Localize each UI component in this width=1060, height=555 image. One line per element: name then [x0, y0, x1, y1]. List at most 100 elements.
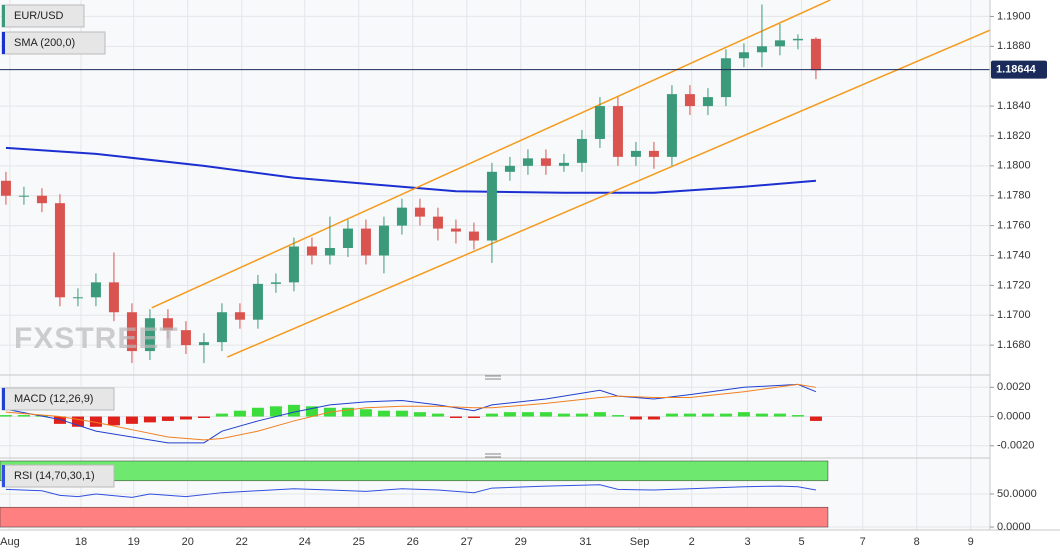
drag-handle[interactable]	[485, 375, 501, 380]
x-tick-label: 8	[914, 536, 920, 548]
candle-body	[198, 342, 209, 346]
y-tick-label: 1.1800	[997, 160, 1031, 172]
candle-body	[738, 52, 749, 59]
x-tick-label: 9	[968, 536, 974, 548]
macd-histogram-bar	[305, 406, 318, 417]
candle-body	[108, 282, 119, 313]
candle-body	[630, 150, 641, 157]
candle-body	[324, 248, 335, 256]
macd-histogram-bar	[701, 413, 714, 417]
y-tick-label: 1.1880	[997, 40, 1031, 52]
y-tick-label: 1.1780	[997, 190, 1031, 202]
sma-line	[5, 146, 817, 194]
candle-body	[540, 158, 551, 166]
watermark: FXSTREET	[14, 322, 179, 355]
candle-body	[594, 106, 605, 139]
x-tick-label: 18	[75, 536, 87, 548]
candle-body	[0, 180, 11, 196]
x-tick-label: 26	[407, 536, 419, 548]
macd-histogram-bar	[395, 410, 408, 417]
candle-body	[252, 283, 263, 320]
y-tick-label: 1.1740	[997, 249, 1031, 261]
legend-label: EUR/USD	[14, 10, 64, 22]
macd-histogram-bar	[215, 413, 228, 417]
macd-histogram-bar	[755, 413, 768, 417]
macd-histogram-bar	[575, 413, 588, 417]
y-tick-label: 1.1760	[997, 219, 1031, 231]
candle-body	[126, 312, 137, 352]
y-tick-label: 1.1840	[997, 100, 1031, 112]
candle-body	[180, 330, 191, 346]
macd-histogram-bar	[503, 412, 516, 417]
candle-body	[468, 231, 479, 241]
last-price-label: 1.18644	[996, 64, 1037, 76]
y-tick-label: 1.1720	[997, 279, 1031, 291]
macd-histogram-bar	[485, 413, 498, 417]
candle-body	[810, 38, 821, 71]
macd-histogram-bar	[791, 415, 804, 417]
candle-body	[270, 282, 281, 284]
candle-body	[36, 195, 47, 204]
macd-histogram-bar	[521, 412, 534, 417]
macd-histogram-bar	[161, 416, 174, 421]
candle-body	[720, 58, 731, 98]
macd-histogram-bar	[89, 416, 102, 427]
legend-box[interactable]: MACD (12,26,9)	[1, 387, 115, 411]
macd-histogram-bar	[557, 413, 570, 417]
macd-histogram-bar	[647, 416, 660, 420]
candle-body	[234, 312, 245, 320]
y-tick-label: 0.0000	[997, 521, 1031, 533]
y-tick-label: 1.1680	[997, 339, 1031, 351]
macd-histogram-bar	[269, 406, 282, 417]
x-tick-label: Sep	[630, 536, 650, 548]
legend-box[interactable]: SMA (200,0)	[1, 31, 106, 55]
x-tick-label: 20	[182, 536, 194, 548]
candle-body	[522, 158, 533, 166]
candle-body	[18, 195, 29, 197]
y-tick-label: 50.0000	[997, 488, 1037, 500]
candle-body	[54, 203, 65, 298]
legend-box[interactable]: RSI (14,70,30,1)	[1, 464, 115, 488]
macd-line	[5, 383, 817, 441]
plot-background	[0, 0, 990, 530]
x-tick-label: 27	[461, 536, 473, 548]
x-tick-label: 3	[744, 536, 750, 548]
macd-histogram-bar	[809, 416, 822, 421]
macd-histogram-bar	[287, 404, 300, 417]
macd-histogram-bar	[719, 413, 732, 417]
macd-histogram-bar	[359, 409, 372, 417]
rsi-band	[0, 460, 829, 482]
candle-body	[396, 207, 407, 226]
x-tick-label: 31	[579, 536, 591, 548]
legend-box[interactable]: EUR/USD	[1, 4, 85, 28]
macd-histogram-bar	[737, 412, 750, 417]
y-tick-label: -0.0020	[997, 440, 1034, 452]
x-tick-label: 5	[798, 536, 804, 548]
legend-label: SMA (200,0)	[14, 37, 75, 49]
macd-histogram-bar	[71, 416, 84, 427]
candle-body	[144, 318, 155, 352]
macd-histogram-bar	[467, 416, 480, 418]
rsi-line	[5, 484, 817, 498]
y-tick-label: 0.0000	[997, 410, 1031, 422]
macd-histogram-bar	[449, 416, 462, 418]
macd-histogram-bar	[107, 416, 120, 426]
candle-body	[162, 318, 173, 331]
macd-histogram-bar	[665, 413, 678, 417]
candle-body	[774, 40, 785, 47]
macd-histogram-bar	[233, 410, 246, 417]
macd-histogram-bar	[683, 413, 696, 417]
candle-body	[612, 106, 623, 157]
macd-histogram-bar	[125, 416, 138, 424]
candle-body	[576, 138, 587, 163]
macd-histogram-bar	[611, 415, 624, 417]
candle-body	[648, 150, 659, 157]
rsi-band	[0, 506, 829, 528]
candle-body	[702, 97, 713, 107]
drag-handle[interactable]	[485, 453, 501, 458]
macd-histogram-bar	[377, 410, 390, 417]
x-tick-label: Aug	[0, 536, 20, 548]
candle-body	[72, 297, 83, 299]
macd-histogram-bar	[539, 412, 552, 417]
